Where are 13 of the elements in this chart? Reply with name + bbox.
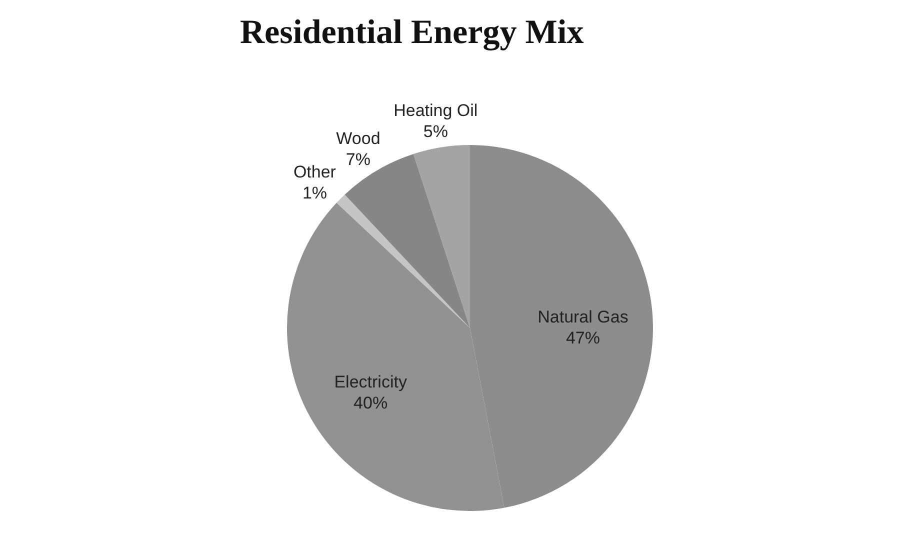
slice-label: Electricity (334, 372, 408, 392)
pie-slice (413, 145, 470, 328)
data-label: 1% (302, 184, 328, 203)
data-label: 47% (566, 328, 600, 348)
slice-label: Natural Gas (538, 307, 628, 326)
data-label: 40% (354, 394, 388, 413)
data-label: 7% (346, 150, 371, 169)
chart-title: Residential Energy Mix (240, 14, 584, 51)
data-label: 5% (423, 122, 448, 142)
slice-label: Other (293, 162, 336, 182)
slice-label: Heating Oil (394, 101, 478, 120)
pie-slice (336, 194, 470, 328)
slice-label: Wood (336, 128, 380, 148)
